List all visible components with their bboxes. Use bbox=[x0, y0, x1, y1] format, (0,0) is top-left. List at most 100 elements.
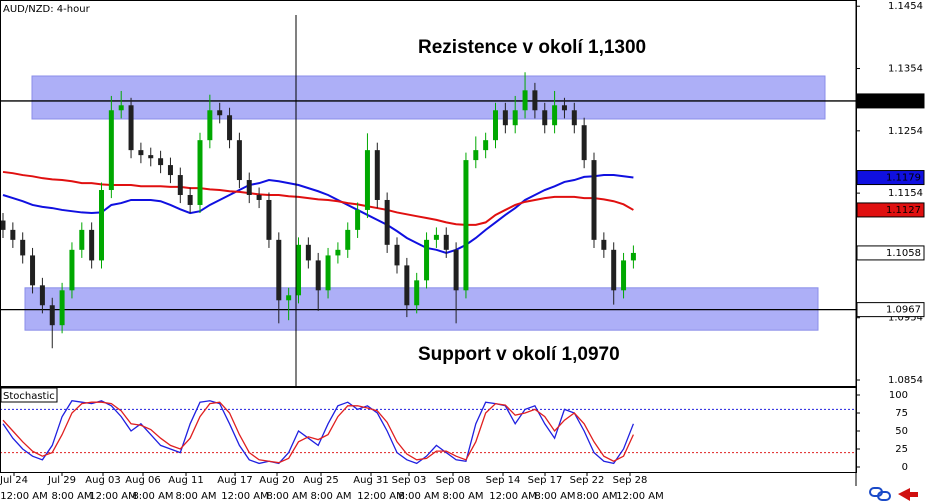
x-time-label: 8:00 AM bbox=[442, 491, 483, 502]
candle-body bbox=[167, 165, 173, 176]
candle-body bbox=[433, 234, 439, 240]
candle-body bbox=[197, 140, 203, 205]
candle-body bbox=[99, 190, 104, 261]
candle-body bbox=[286, 295, 292, 301]
x-time-label: 12:00 AM bbox=[489, 491, 536, 502]
x-time-label: 12:00 AM bbox=[89, 491, 136, 502]
x-tick-label: Aug 17 bbox=[217, 475, 252, 486]
candle-body bbox=[0, 220, 6, 230]
candle-body bbox=[266, 199, 272, 240]
stochastic-panel bbox=[0, 400, 856, 465]
x-time-label: 8:00 AM bbox=[266, 491, 307, 502]
x-tick-label: Jul 24 bbox=[0, 475, 28, 486]
y-tick-label: 1.1254 bbox=[888, 126, 923, 137]
y-tick-label: 100 bbox=[889, 390, 908, 401]
candle-body bbox=[394, 244, 400, 266]
candle-body bbox=[69, 249, 75, 291]
x-tick-label: Aug 31 bbox=[353, 475, 388, 486]
title-box bbox=[1, 1, 97, 16]
x-tick-label: Sep 22 bbox=[570, 475, 605, 486]
x-time-label: 8:00 AM bbox=[398, 491, 439, 502]
candle-body bbox=[502, 110, 508, 126]
candle-body bbox=[89, 229, 95, 261]
candle-body bbox=[39, 285, 45, 306]
candle-body bbox=[414, 280, 420, 306]
candle-body bbox=[581, 125, 587, 161]
x-time-label: 12:00 AM bbox=[357, 491, 404, 502]
candle-body bbox=[384, 199, 390, 245]
candle-body bbox=[552, 105, 558, 126]
footer-icons bbox=[869, 487, 918, 501]
candle-body bbox=[246, 180, 252, 195]
y-tick-label: 1.1154 bbox=[888, 188, 923, 199]
candle-body bbox=[128, 105, 134, 151]
x-time-label: 12:00 AM bbox=[221, 491, 268, 502]
x-tick-label: Sep 03 bbox=[392, 475, 427, 486]
x-time-label: 8:00 AM bbox=[576, 491, 617, 502]
moving-average bbox=[2, 174, 634, 254]
candle-body bbox=[591, 160, 597, 240]
zone bbox=[31, 75, 826, 120]
candle-body bbox=[236, 140, 242, 181]
candle-body bbox=[512, 110, 518, 126]
link-icon bbox=[877, 491, 891, 501]
candle-body bbox=[207, 110, 213, 141]
price-frame bbox=[0, 0, 857, 387]
x-time-label: 12:00 AM bbox=[616, 491, 663, 502]
price-panel: Rezistence v okolí 1,1300 Support v okolí… bbox=[0, 37, 856, 365]
candle-body bbox=[148, 155, 154, 159]
x-time-label: 8:00 AM bbox=[132, 491, 173, 502]
candle-body bbox=[522, 90, 528, 111]
x-time-label: 8:00 AM bbox=[310, 491, 351, 502]
y-tick-label: 1.1354 bbox=[888, 64, 923, 75]
price-tag-label: 1.1127 bbox=[886, 205, 921, 216]
candle-body bbox=[404, 265, 410, 306]
y-tick-label: 75 bbox=[895, 408, 908, 419]
chart-title: AUD/NZD: 4-hour bbox=[3, 4, 91, 15]
candle-body bbox=[20, 239, 26, 256]
candle-body bbox=[296, 244, 301, 296]
candle-body bbox=[630, 252, 636, 261]
candle-body bbox=[256, 194, 262, 200]
x-tick-label: Sep 14 bbox=[486, 475, 521, 486]
annotation: Rezistence v okolí 1,1300 bbox=[418, 37, 646, 58]
x-tick-label: Jul 29 bbox=[47, 475, 76, 486]
candle-body bbox=[79, 229, 85, 250]
candle-body bbox=[315, 260, 321, 291]
x-time-label: 8:00 AM bbox=[175, 491, 216, 502]
x-tick-label: Sep 28 bbox=[613, 475, 648, 486]
stochastic-frame bbox=[0, 387, 857, 473]
stochastic-title-box bbox=[0, 387, 58, 403]
candle-body bbox=[621, 260, 627, 291]
x-time-label: 8:00 AM bbox=[51, 491, 92, 502]
y-tick-label: 0 bbox=[902, 462, 908, 473]
x-time-label: 8:00 AM bbox=[534, 491, 575, 502]
candle-body bbox=[276, 239, 282, 301]
y-tick-label: 50 bbox=[895, 426, 908, 437]
x-tick-label: Aug 03 bbox=[85, 475, 120, 486]
candle-body bbox=[335, 249, 341, 256]
x-tick-label: Aug 20 bbox=[259, 475, 294, 486]
candle-body bbox=[473, 150, 479, 161]
candle-body bbox=[325, 255, 331, 291]
candle-body bbox=[49, 305, 55, 326]
x-tick-label: Aug 11 bbox=[168, 475, 203, 486]
candle-body bbox=[138, 150, 144, 156]
stochastic-title: Stochastic bbox=[3, 391, 55, 402]
stochastic-line bbox=[2, 400, 635, 465]
stochastic-line bbox=[2, 401, 634, 464]
candle-body bbox=[374, 150, 380, 200]
arrow-icon bbox=[898, 488, 918, 501]
candle-body bbox=[601, 239, 607, 250]
candle-body bbox=[355, 209, 361, 230]
candle-body bbox=[611, 249, 617, 291]
y-tick-label: 1.0954 bbox=[888, 313, 923, 324]
x-tick-label: Sep 08 bbox=[436, 475, 471, 486]
price-tag-label: 1.1058 bbox=[886, 248, 921, 259]
x-tick-label: Sep 17 bbox=[528, 475, 563, 486]
candle-body bbox=[59, 290, 65, 326]
x-time-label: 12:00 AM bbox=[0, 491, 47, 502]
x-tick-label: Aug 06 bbox=[125, 475, 160, 486]
candle-body bbox=[463, 160, 469, 291]
